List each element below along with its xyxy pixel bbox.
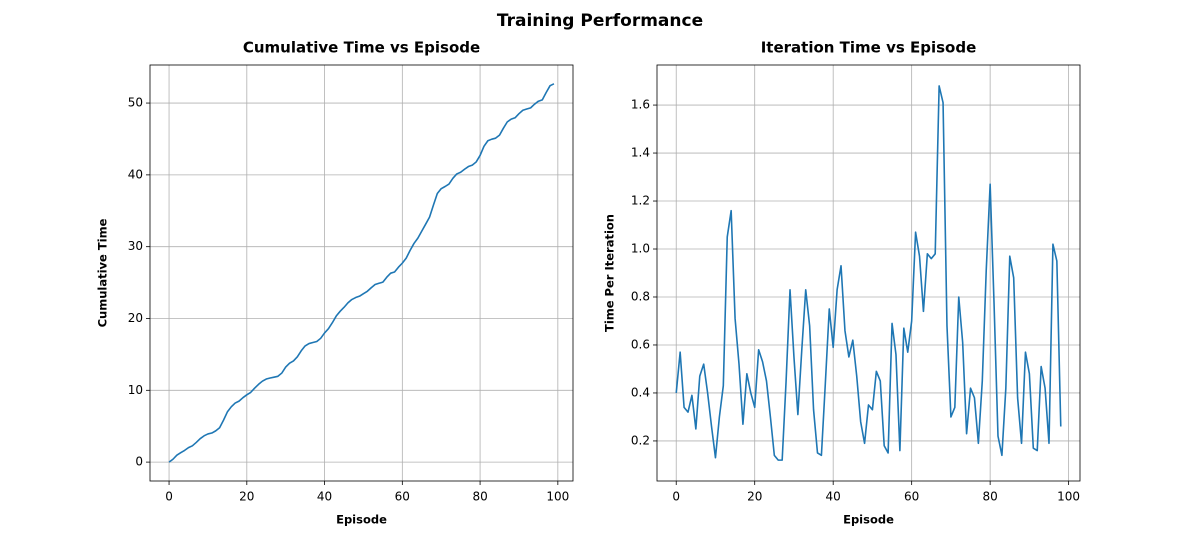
- y-axis-label: Cumulative Time: [96, 218, 110, 327]
- x-tick-label: 20: [747, 490, 762, 504]
- y-tick-label: 40: [128, 167, 143, 181]
- y-tick-label: 1.2: [631, 194, 650, 208]
- x-tick-label: 100: [546, 490, 569, 504]
- data-line: [675, 85, 1062, 461]
- y-axis-label: Time Per Iteration: [603, 214, 617, 332]
- x-axis-label: Episode: [336, 513, 387, 527]
- x-tick-label: 100: [1057, 490, 1080, 504]
- x-tick-label: 20: [239, 490, 254, 504]
- y-tick-label: 20: [128, 311, 143, 325]
- y-tick-label: 30: [128, 239, 143, 253]
- y-tick-label: 0.8: [631, 289, 650, 303]
- y-tick-label: 0.2: [631, 433, 650, 447]
- data-line: [168, 83, 555, 463]
- y-tick-label: 0: [135, 455, 143, 469]
- axes-title: Cumulative Time vs Episode: [243, 39, 480, 57]
- y-tick-label: 10: [128, 383, 143, 397]
- x-axis-label: Episode: [843, 513, 894, 527]
- x-tick-label: 40: [826, 490, 841, 504]
- y-tick-label: 1.6: [631, 98, 650, 112]
- axes-title: Iteration Time vs Episode: [761, 39, 977, 57]
- y-tick-label: 0.4: [631, 385, 650, 399]
- x-tick-label: 0: [165, 490, 173, 504]
- y-tick-label: 0.6: [631, 337, 650, 351]
- y-tick-label: 1.0: [631, 242, 650, 256]
- figure-title: Training Performance: [497, 11, 703, 31]
- x-tick-label: 80: [983, 490, 998, 504]
- x-tick-label: 40: [317, 490, 332, 504]
- y-tick-label: 50: [128, 96, 143, 110]
- x-tick-label: 0: [672, 490, 680, 504]
- axes-frame: [149, 64, 574, 482]
- x-tick-label: 80: [472, 490, 487, 504]
- axes-frame: [656, 64, 1081, 482]
- x-tick-label: 60: [904, 490, 919, 504]
- y-tick-label: 1.4: [631, 146, 650, 160]
- x-tick-label: 60: [395, 490, 410, 504]
